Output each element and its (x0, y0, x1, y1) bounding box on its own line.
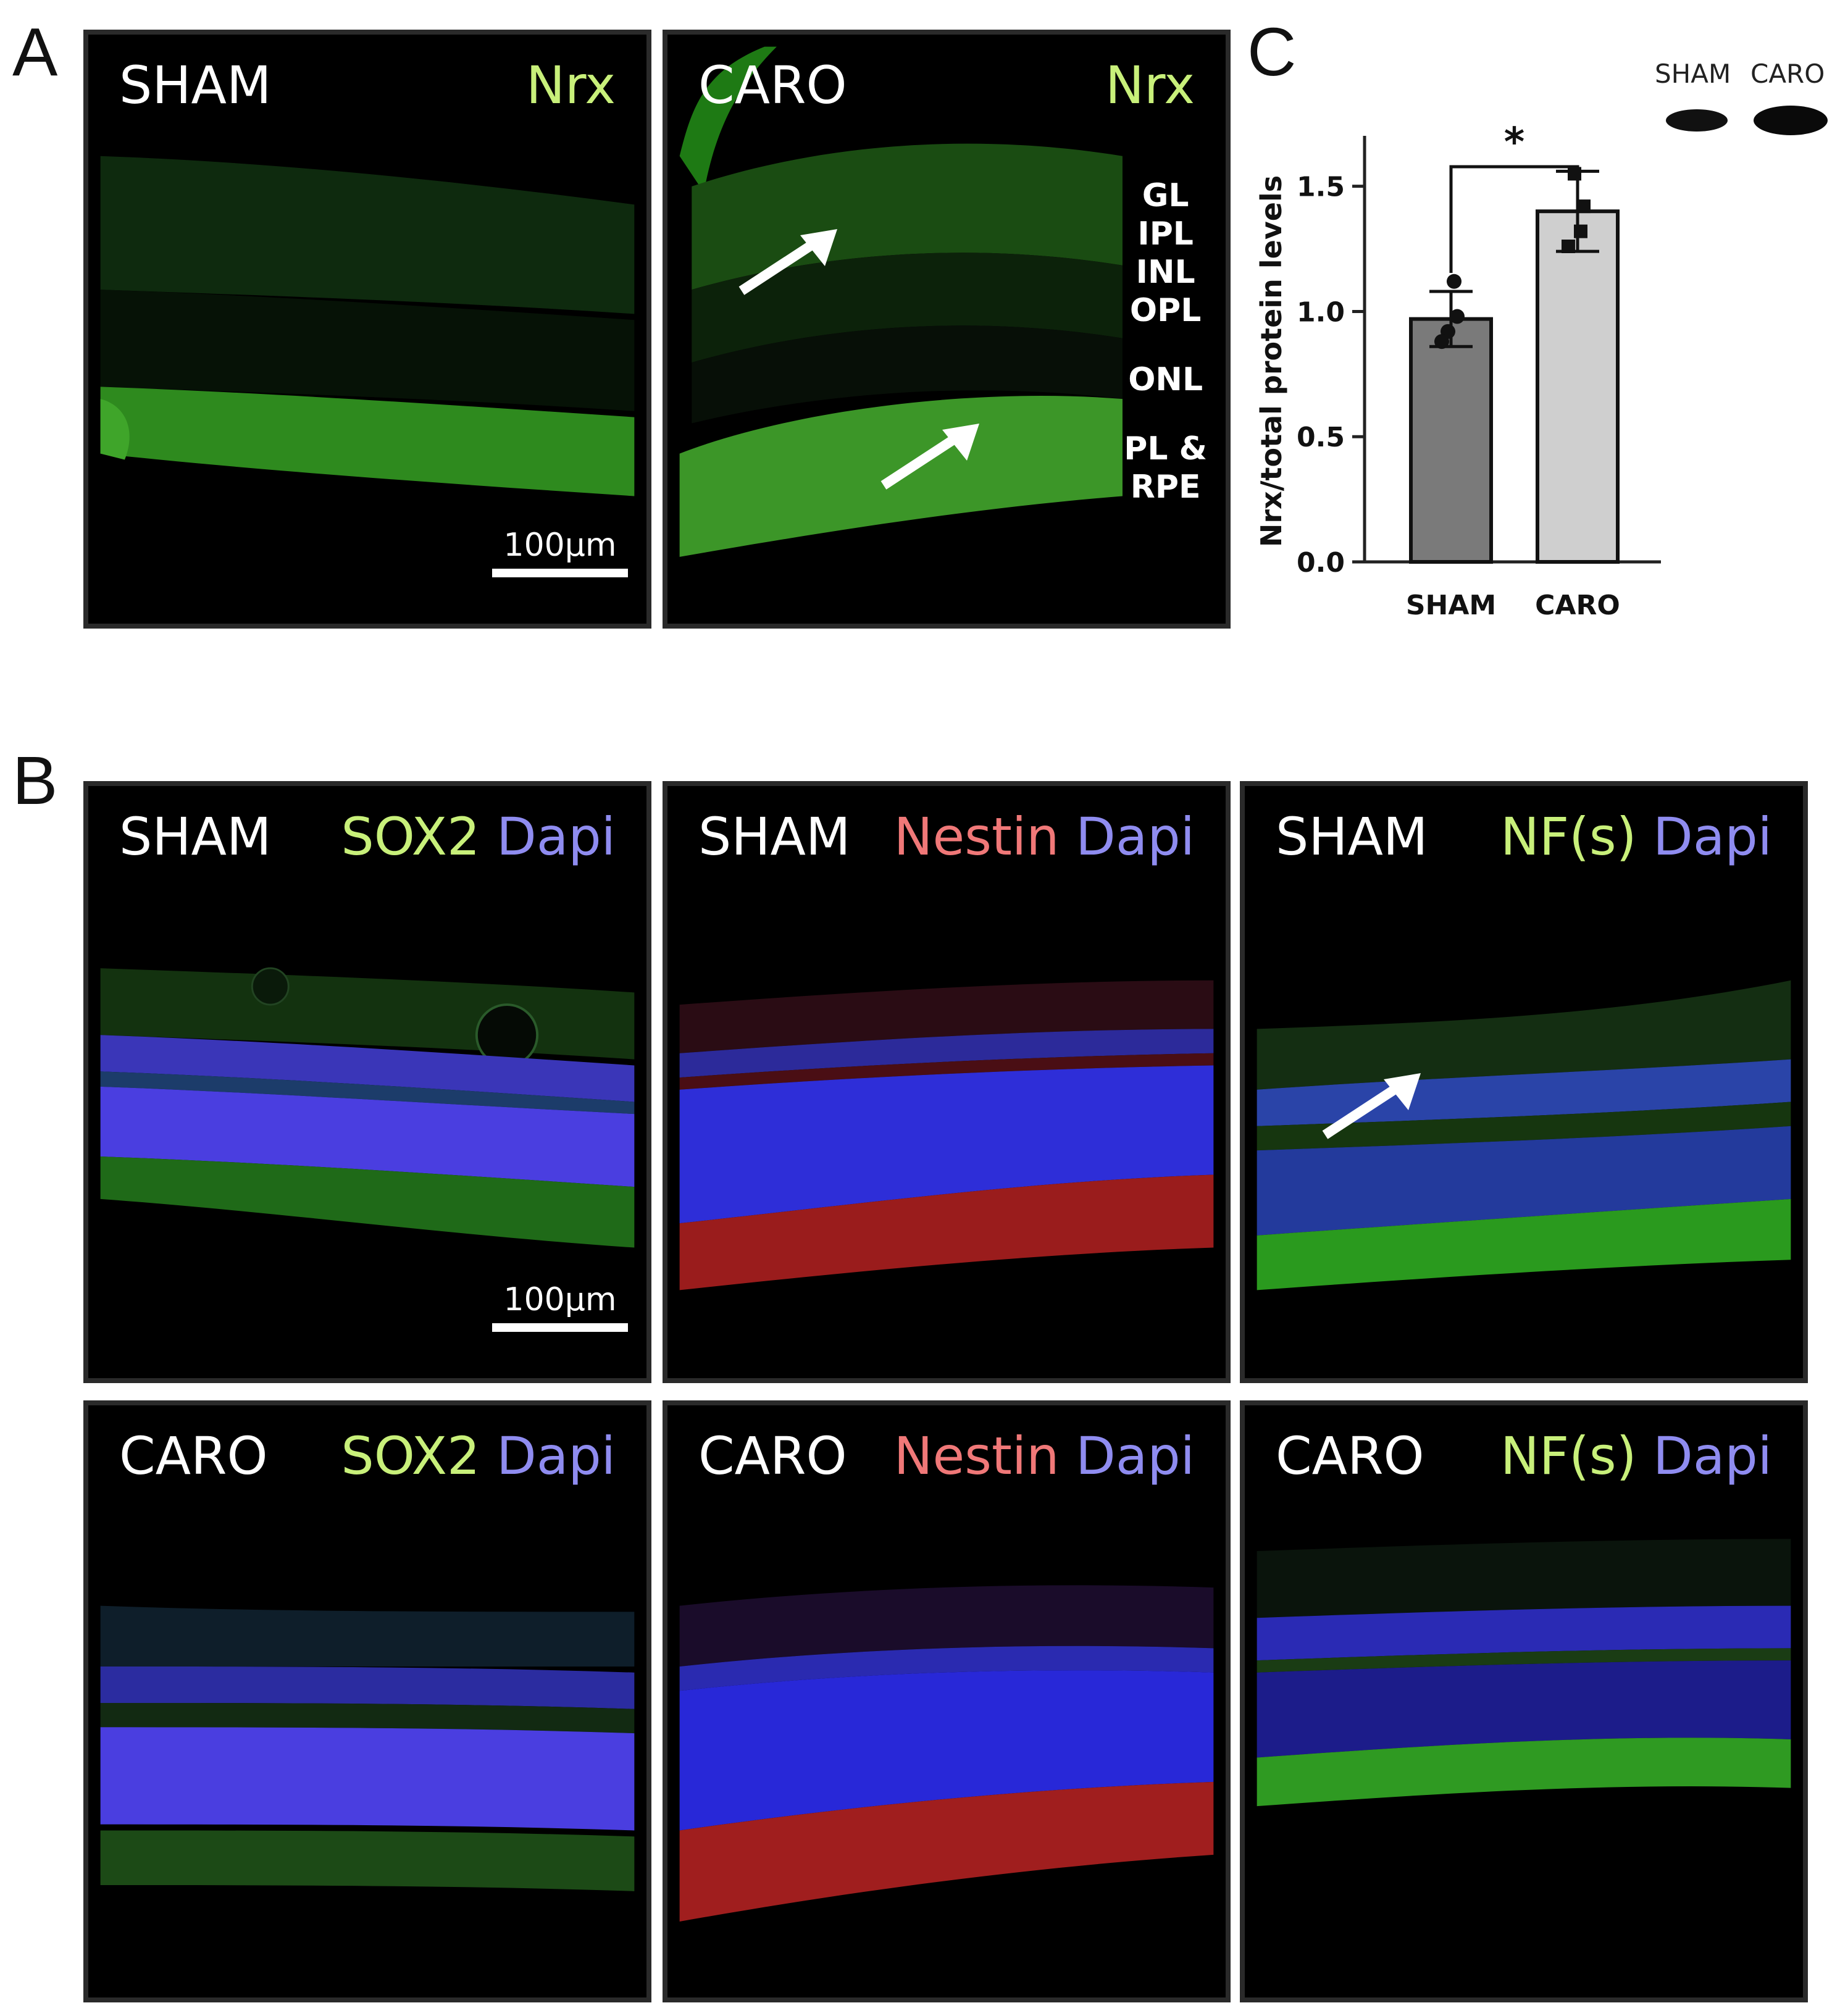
scale-bar-line (492, 569, 628, 577)
stain-label: SOX2 Dapi (341, 1430, 616, 1482)
retina-tissue-image (88, 1405, 646, 1997)
micrograph-b-sham-sox2: SHAM SOX2 Dapi 100µm (83, 781, 651, 1383)
panel-label-a: A (12, 19, 57, 86)
bar-chart: 0.0 0.5 1.0 1.5 Nrx/total protein levels SHAM… (1235, 80, 1667, 667)
dapi-label: Dapi (496, 806, 616, 867)
data-point (1568, 167, 1581, 180)
dapi-label: Dapi (496, 1426, 616, 1486)
scale-bar-line (492, 1323, 628, 1332)
scale-bar: 100µm (492, 529, 628, 577)
layer-label-pl: PL & (1124, 430, 1207, 468)
layer-label-onl: ONL (1124, 361, 1207, 399)
condition-label: CARO (698, 1430, 847, 1482)
stain-label: Nrx (526, 59, 616, 111)
blot-label-caro: CARO (1750, 59, 1825, 89)
marker-label: SOX2 (341, 1426, 480, 1486)
marker-label: Nestin (894, 1426, 1060, 1486)
condition-label: CARO (698, 59, 847, 111)
panel-label-c: C (1247, 19, 1296, 86)
layer-label-gl: GL (1124, 177, 1207, 215)
stain-label: Nrx (1105, 59, 1195, 111)
condition-label: SHAM (698, 811, 850, 863)
marker-label: Nestin (894, 806, 1060, 867)
condition-label: SHAM (119, 59, 271, 111)
blot-label-sham: SHAM (1655, 59, 1731, 89)
condition-label: SHAM (1276, 811, 1428, 863)
micrograph-a-sham: SHAM Nrx 100µm (83, 30, 651, 629)
micrograph-b-caro-nf: CARO NF(s) Dapi (1240, 1400, 1808, 2002)
data-point (1434, 334, 1449, 349)
retina-tissue-image (1245, 1405, 1803, 1997)
layer-label-opl: OPL (1124, 291, 1207, 330)
marker-label: NF(s) (1500, 806, 1636, 867)
y-tick-label: 1.0 (1297, 296, 1345, 328)
arrow-icon (735, 220, 840, 300)
condition-label: CARO (1276, 1430, 1424, 1482)
bar-sham (1411, 319, 1491, 562)
data-point (1574, 225, 1587, 238)
panel-label-b: B (12, 747, 57, 815)
data-point (1447, 274, 1462, 289)
y-tick-label: 0.5 (1297, 422, 1345, 453)
layer-label-ipl: IPL (1124, 215, 1207, 253)
dapi-label: Dapi (1076, 806, 1195, 867)
marker-label: SOX2 (341, 806, 480, 867)
western-blot: SHAM CARO (1655, 59, 1834, 157)
bar-caro (1537, 211, 1618, 562)
micrograph-a-caro: CARO Nrx GL IPL INL OPL ONL PL & RPE (663, 30, 1231, 629)
data-point (1450, 309, 1465, 324)
stain-label: SOX2 Dapi (341, 811, 616, 863)
micrograph-b-sham-nestin: SHAM Nestin Dapi (663, 781, 1231, 1383)
condition-label: CARO (119, 1430, 268, 1482)
marker-label: NF(s) (1500, 1426, 1636, 1486)
significance-star: * (1504, 120, 1524, 165)
layer-label-inl: INL (1124, 253, 1207, 291)
retinal-layer-labels: GL IPL INL OPL ONL PL & RPE (1124, 177, 1207, 506)
x-tick-label: SHAM (1406, 590, 1496, 621)
stain-label: NF(s) Dapi (1500, 1430, 1772, 1482)
data-point (1562, 240, 1575, 253)
layer-label-rpe: RPE (1124, 468, 1207, 506)
arrow-icon (1319, 1064, 1424, 1144)
blot-band-caro (1754, 106, 1828, 135)
dapi-label: Dapi (1653, 806, 1772, 867)
micrograph-b-caro-nestin: CARO Nestin Dapi (663, 1400, 1231, 2002)
y-tick-label: 1.5 (1297, 172, 1345, 203)
micrograph-b-caro-sox2: CARO SOX2 Dapi (83, 1400, 651, 2002)
blot-band-sham (1666, 109, 1728, 132)
scale-bar-label: 100µm (492, 529, 628, 561)
data-point (1577, 199, 1591, 213)
condition-label: SHAM (119, 811, 271, 863)
retina-tissue-image (667, 786, 1226, 1378)
scale-bar-label: 100µm (492, 1284, 628, 1316)
y-tick-label: 0.0 (1297, 547, 1345, 579)
scale-bar: 100µm (492, 1284, 628, 1332)
stain-label: Nestin Dapi (894, 811, 1195, 863)
arrow-icon (877, 414, 982, 495)
micrograph-b-sham-nf: SHAM NF(s) Dapi (1240, 781, 1808, 1383)
dapi-label: Dapi (1653, 1426, 1772, 1486)
stain-label: Nestin Dapi (894, 1430, 1195, 1482)
y-axis-label: Nrx/total protein levels (1255, 175, 1288, 547)
stain-label: NF(s) Dapi (1500, 811, 1772, 863)
dapi-label: Dapi (1076, 1426, 1195, 1486)
retina-tissue-image (667, 1405, 1226, 1997)
x-tick-label: CARO (1535, 590, 1620, 621)
